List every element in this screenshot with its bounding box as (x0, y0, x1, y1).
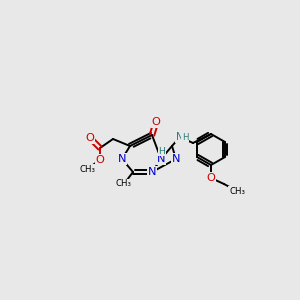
Text: N: N (172, 154, 180, 164)
Text: N: N (118, 154, 126, 164)
Text: CH₃: CH₃ (79, 164, 95, 173)
Text: H: H (182, 133, 188, 142)
Text: N: N (157, 154, 165, 164)
Text: N: N (148, 167, 156, 177)
Text: CH₃: CH₃ (229, 187, 245, 196)
Text: H: H (159, 146, 165, 155)
Text: CH₃: CH₃ (116, 179, 132, 188)
Text: O: O (207, 173, 215, 183)
Text: N: N (176, 132, 184, 142)
Text: O: O (96, 155, 104, 165)
Text: O: O (96, 155, 104, 165)
Text: O: O (85, 133, 94, 143)
Text: O: O (152, 117, 160, 127)
